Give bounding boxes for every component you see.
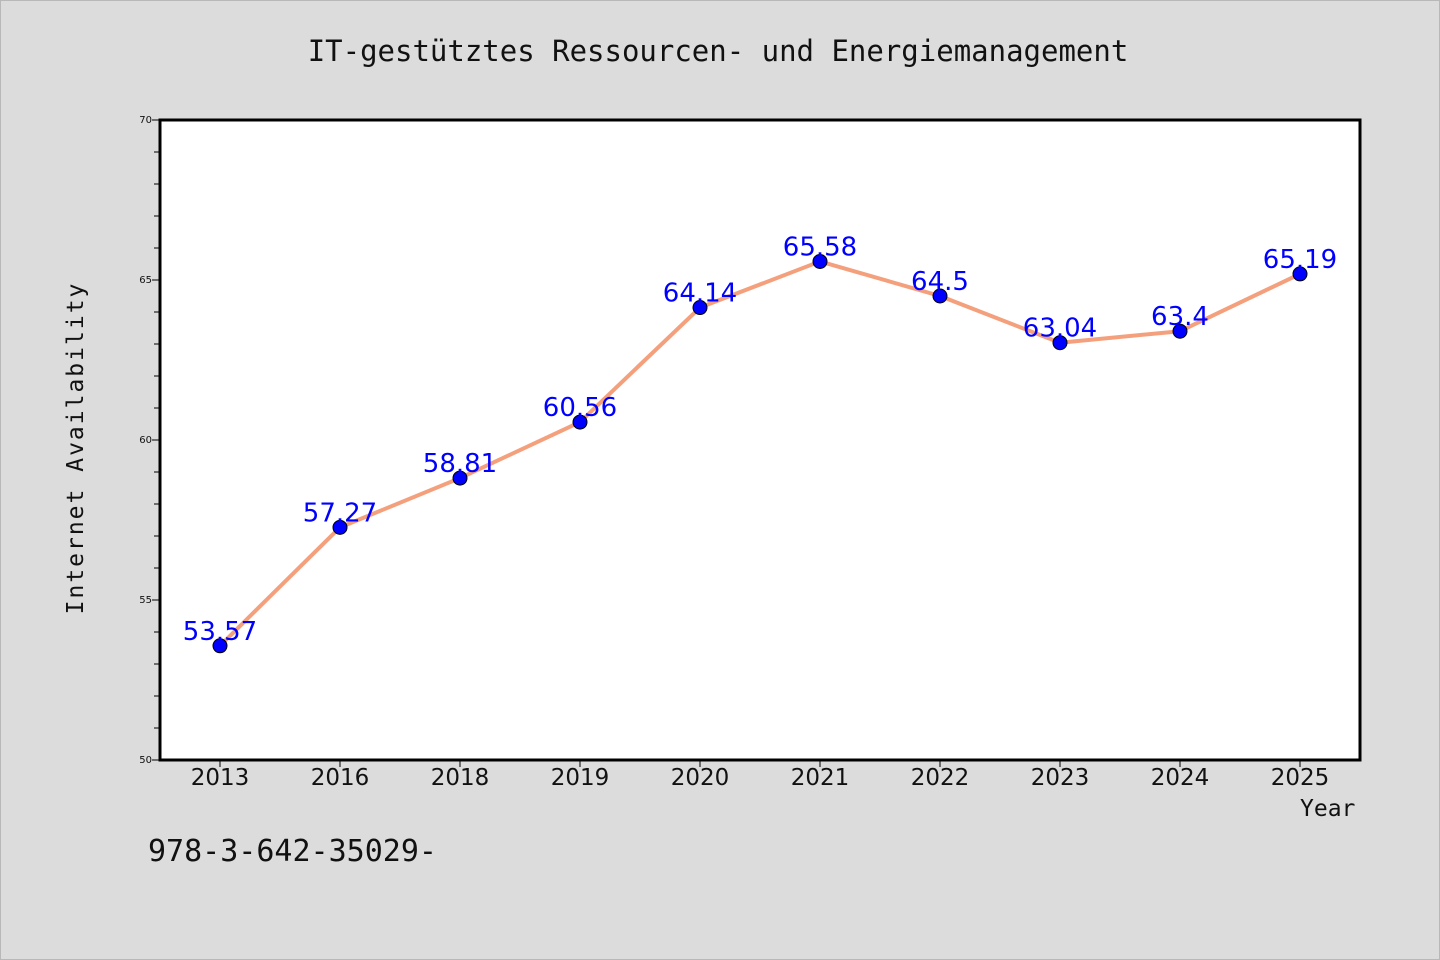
- data-point-marker: [452, 470, 468, 486]
- x-tick-label: 2021: [791, 765, 850, 791]
- x-tick-label: 2023: [1031, 765, 1090, 791]
- data-label: 63.04: [1023, 314, 1097, 344]
- x-tick-label: 2018: [431, 765, 490, 791]
- x-tick-label: 2024: [1151, 765, 1210, 791]
- data-point-marker: [1172, 323, 1188, 339]
- data-point-marker: [1292, 266, 1308, 282]
- data-label: 65.19: [1263, 245, 1337, 275]
- x-tick-label: 2020: [671, 765, 730, 791]
- data-label: 64.5: [911, 267, 969, 297]
- data-point-marker: [332, 519, 348, 535]
- footer-isbn-text: 978-3-642-35029-: [148, 834, 437, 869]
- data-label: 60.56: [543, 393, 617, 423]
- data-point-marker: [932, 288, 948, 304]
- data-point-marker: [572, 414, 588, 430]
- data-label: 65.58: [783, 232, 857, 262]
- data-label: 57.27: [303, 498, 377, 528]
- y-tick-label: 65: [139, 275, 152, 286]
- x-tick-label: 2013: [191, 765, 250, 791]
- data-point-marker: [692, 300, 708, 316]
- x-tick-label: 2019: [551, 765, 610, 791]
- x-axis-label: Year: [1300, 796, 1356, 822]
- data-point-marker: [812, 253, 828, 269]
- series-line: [218, 259, 1302, 648]
- data-label: 53.57: [183, 617, 257, 647]
- plot-frame: [158, 118, 1362, 762]
- y-tick-label: 60: [139, 435, 152, 446]
- x-tick-label: 2016: [311, 765, 370, 791]
- data-point-marker: [212, 638, 228, 654]
- data-point-marker: [1052, 335, 1068, 351]
- x-tick-label: 2022: [911, 765, 970, 791]
- data-label: 58.81: [423, 449, 497, 479]
- y-tick-label: 70: [139, 115, 152, 126]
- plot-background: [160, 120, 1360, 760]
- data-label: 64.14: [663, 279, 737, 309]
- y-tick-label: 50: [139, 755, 152, 766]
- data-label: 63.4: [1151, 302, 1209, 332]
- chart-title: IT-gestütztes Ressourcen- und Energieman…: [307, 34, 1129, 68]
- y-tick-label: 55: [139, 595, 152, 606]
- x-tick-label: 2025: [1271, 765, 1330, 791]
